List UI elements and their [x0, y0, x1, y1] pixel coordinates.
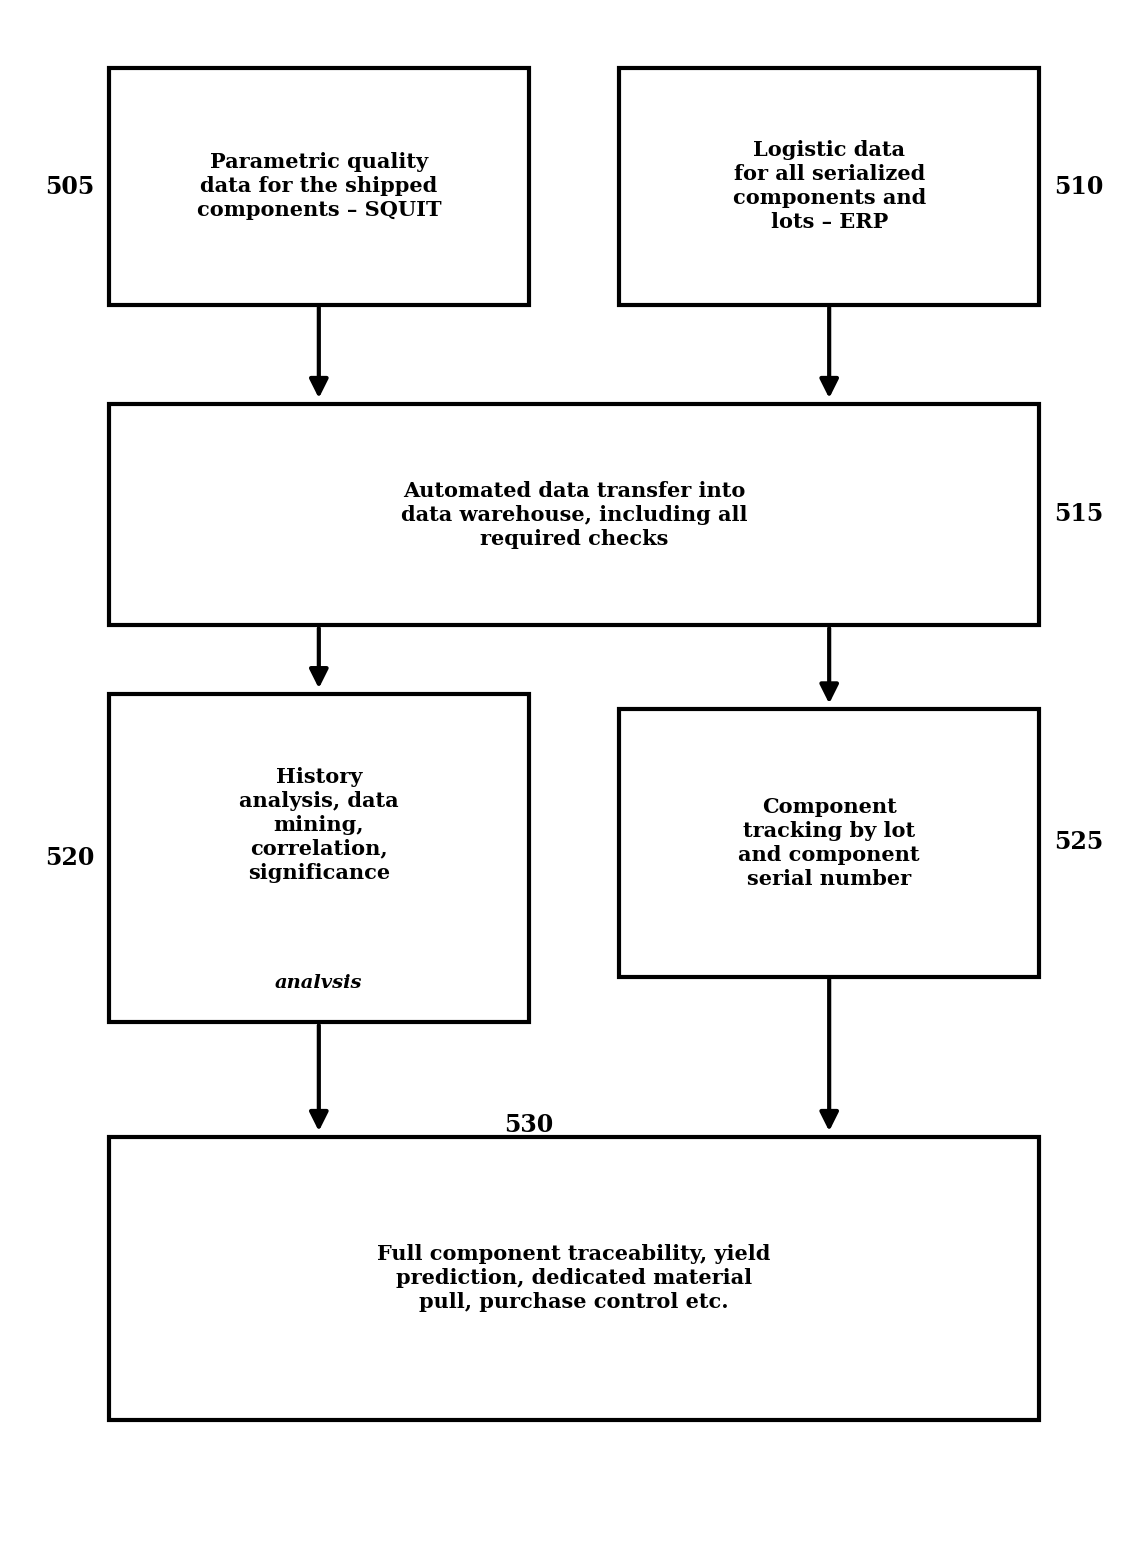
- Text: Logistic data
for all serialized
components and
lots – ERP: Logistic data for all serialized compone…: [732, 140, 925, 233]
- Text: 525: 525: [1054, 831, 1103, 854]
- Text: Parametric quality
data for the shipped
components – SQUIT: Parametric quality data for the shipped …: [196, 153, 441, 220]
- Text: Automated data transfer into
data warehouse, including all
required checks: Automated data transfer into data wareho…: [401, 481, 747, 549]
- Text: analvsis: analvsis: [276, 974, 363, 992]
- Text: 520: 520: [45, 846, 94, 869]
- Text: Full component traceability, yield
prediction, dedicated material
pull, purchase: Full component traceability, yield predi…: [378, 1244, 770, 1313]
- Bar: [620, 68, 1039, 305]
- Text: History
analysis, data
mining,
correlation,
significance: History analysis, data mining, correlati…: [239, 767, 398, 883]
- Text: Component
tracking by lot
and component
serial number: Component tracking by lot and component …: [738, 797, 920, 889]
- Text: 530: 530: [504, 1113, 553, 1137]
- Bar: [109, 693, 528, 1023]
- Bar: [109, 68, 528, 305]
- Text: 505: 505: [45, 176, 94, 199]
- Bar: [109, 1137, 1039, 1419]
- Text: 510: 510: [1054, 176, 1103, 199]
- Bar: [620, 709, 1039, 977]
- Bar: [109, 404, 1039, 626]
- Text: 515: 515: [1054, 502, 1103, 525]
